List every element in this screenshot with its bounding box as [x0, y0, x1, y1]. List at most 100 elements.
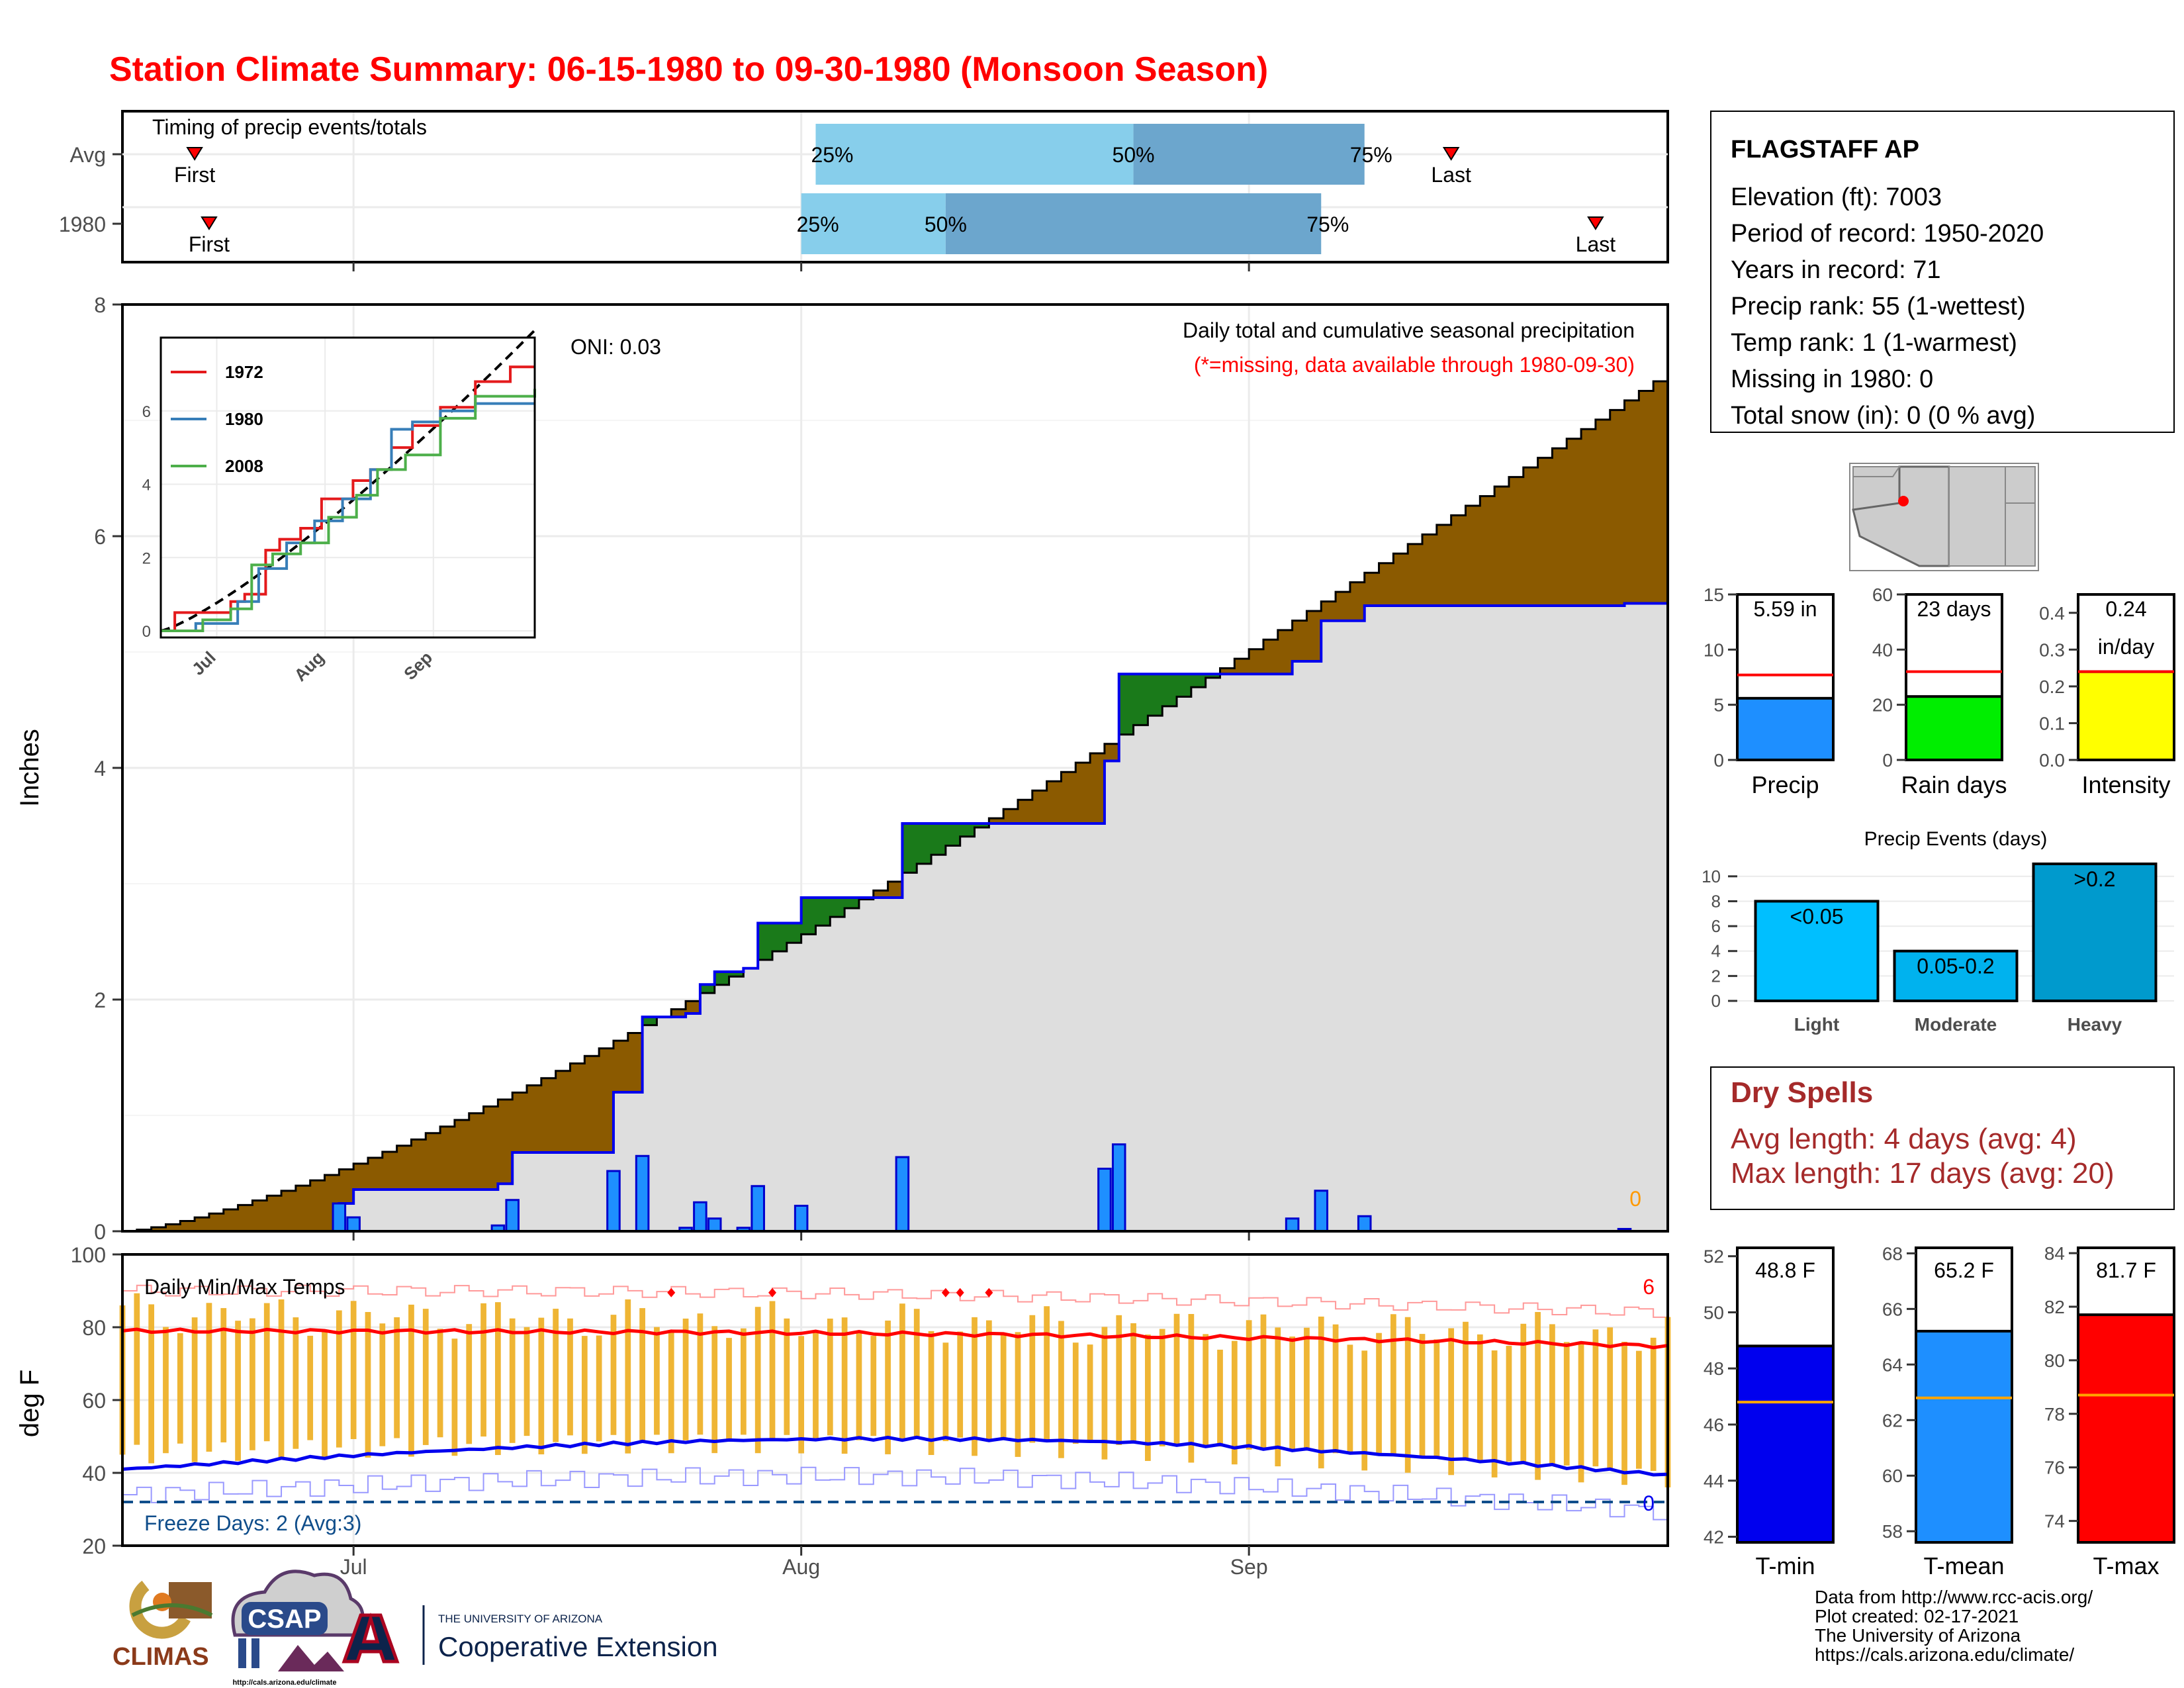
daily-precip-bar	[693, 1201, 707, 1233]
daily-precip-bar	[346, 1216, 361, 1233]
inset-legend-label: 1972	[225, 362, 263, 382]
missing-count: 0	[1629, 1187, 1641, 1211]
daily-temp-range-bar	[697, 1313, 704, 1435]
daily-temp-range-bar	[885, 1320, 891, 1454]
record-max-line	[122, 1284, 1668, 1318]
events-title: Precip Events (days)	[1864, 828, 2048, 850]
footer-line: https://cals.arizona.edu/climate/	[1815, 1644, 2074, 1665]
hot-count: 6	[1643, 1275, 1655, 1299]
station-info-line: Missing in 1980: 0	[1731, 365, 1933, 393]
daily-temp-range-bar	[913, 1309, 920, 1437]
daily-temp-range-bar	[322, 1331, 328, 1459]
daily-temp-range-bar	[1203, 1334, 1209, 1448]
temp-summary-tick-label: 48	[1704, 1358, 1724, 1379]
daily-temp-range-bar	[942, 1342, 949, 1442]
daily-temp-range-bar	[163, 1327, 169, 1454]
daily-temp-range-bar	[1217, 1349, 1223, 1447]
events-tick-label: 8	[1711, 891, 1721, 911]
daily-precip-bar	[1314, 1190, 1329, 1233]
daily-temp-range-bar	[235, 1321, 241, 1461]
daily-temp-range-bar	[553, 1309, 559, 1442]
temp-summary-tick-label: 44	[1704, 1471, 1724, 1491]
daily-precip-bar	[635, 1154, 650, 1233]
temp-ytick-label: 80	[82, 1316, 106, 1340]
station-info-line: Years in record: 71	[1731, 256, 1941, 284]
daily-temp-range-bar	[1058, 1321, 1064, 1458]
temp-summary-value: 65.2 F	[1934, 1258, 1994, 1282]
daily-temp-range-bar	[1419, 1334, 1426, 1458]
daily-temp-range-bar	[769, 1301, 776, 1440]
daily-temp-range-bar	[1563, 1342, 1570, 1466]
summary-bar-rain-days	[1905, 695, 2003, 761]
daily-temp-range-bar	[220, 1308, 227, 1442]
first-event-marker	[201, 216, 218, 230]
svg-text:THE UNIVERSITY OF ARIZONA: THE UNIVERSITY OF ARIZONA	[438, 1613, 603, 1625]
daily-temp-range-bar	[639, 1308, 645, 1441]
page-title: Station Climate Summary: 06-15-1980 to 0…	[109, 50, 1268, 89]
daily-temp-range-bar	[711, 1326, 718, 1454]
cold-count: 0	[1643, 1491, 1655, 1515]
daily-temp-range-bar	[899, 1303, 905, 1441]
timing-row-label: 1980	[59, 212, 106, 236]
temp-summary-label: T-min	[1756, 1552, 1815, 1579]
dry-spells-avg: Avg length: 4 days (avg: 4)	[1731, 1123, 2077, 1155]
first-event-label: First	[189, 232, 230, 256]
temp-summary-tick-label: 60	[1882, 1466, 1903, 1486]
daily-precip-bar	[332, 1202, 347, 1233]
daily-temp-range-bar	[1231, 1340, 1238, 1465]
precip-ytick-label: 0	[94, 1220, 106, 1244]
daily-temp-range-bar	[350, 1301, 357, 1440]
daily-temp-range-bar	[1592, 1329, 1599, 1467]
daily-temp-range-bar	[1116, 1315, 1122, 1445]
ua-logo: THE UNIVERSITY OF ARIZONA Cooperative Ex…	[341, 1605, 718, 1665]
dry-spells-max: Max length: 17 days (avg: 20)	[1731, 1157, 2115, 1190]
footer-line: Plot created: 02-17-2021	[1815, 1606, 2019, 1626]
daily-temp-range-bar	[1433, 1339, 1440, 1458]
observed-cumulative-line	[122, 602, 1668, 1233]
first-event-label: First	[174, 163, 215, 187]
summary-bar-intensity	[2077, 670, 2175, 762]
location-map	[1849, 463, 2039, 571]
events-bar-label: <0.05	[1790, 904, 1844, 928]
temp-summary-tick-label: 58	[1882, 1521, 1903, 1542]
daily-temp-range-bar	[741, 1328, 747, 1435]
svg-text:CLIMAS: CLIMAS	[113, 1643, 209, 1671]
summary-tick-label: 15	[1704, 585, 1724, 605]
record-high-marker	[768, 1288, 777, 1297]
csap-logo: CSAP http://cals.arizona.edu/climate	[231, 1570, 365, 1687]
station-info-line: Elevation (ft): 7003	[1731, 183, 1942, 211]
daily-temp-range-bar	[1463, 1321, 1469, 1460]
daily-temp-range-bar	[495, 1302, 501, 1456]
daily-temp-range-bar	[1621, 1341, 1627, 1485]
temp-summary-bar-t-mean	[1915, 1329, 2013, 1544]
temp-summary-tick-label: 46	[1704, 1415, 1724, 1435]
summary-value-unit: in/day	[2098, 635, 2154, 659]
temp-summary-tick-label: 64	[1882, 1354, 1903, 1375]
daily-temp-range-bar	[596, 1335, 602, 1442]
daily-precip-bar	[707, 1217, 722, 1233]
summary-tick-label: 40	[1872, 639, 1893, 660]
events-bar-label: >0.2	[2073, 867, 2115, 891]
inset-ytick-label: 2	[142, 549, 151, 567]
daily-precip-bar	[505, 1199, 520, 1233]
temp-summary-tick-label: 68	[1882, 1243, 1903, 1264]
daily-temp-range-bar	[379, 1323, 386, 1446]
month-tick-label: Jul	[340, 1555, 367, 1579]
record-high-marker	[956, 1288, 964, 1297]
precip-missing-note: (*=missing, data available through 1980-…	[1194, 353, 1635, 377]
station-info-box: FLAGSTAFF AP Elevation (ft): 7003 Period …	[1710, 111, 2175, 433]
summary-tick-label: 0.4	[2039, 603, 2065, 624]
record-high-marker	[941, 1288, 950, 1297]
events-tick-label: 10	[1702, 867, 1721, 886]
precip-ytick-label: 2	[94, 988, 106, 1012]
daily-temp-range-bar	[1000, 1333, 1007, 1439]
timing-p75: 75%	[1306, 212, 1349, 236]
record-high-marker	[667, 1288, 676, 1297]
summary-value: 5.59 in	[1753, 597, 1817, 621]
daily-temp-range-bar	[1275, 1327, 1281, 1467]
events-bar-label: 0.05-0.2	[1917, 955, 1994, 978]
daily-precip-bar	[794, 1205, 809, 1233]
daily-temp-range-bar	[1404, 1317, 1411, 1473]
temp-frame	[121, 1253, 1669, 1547]
